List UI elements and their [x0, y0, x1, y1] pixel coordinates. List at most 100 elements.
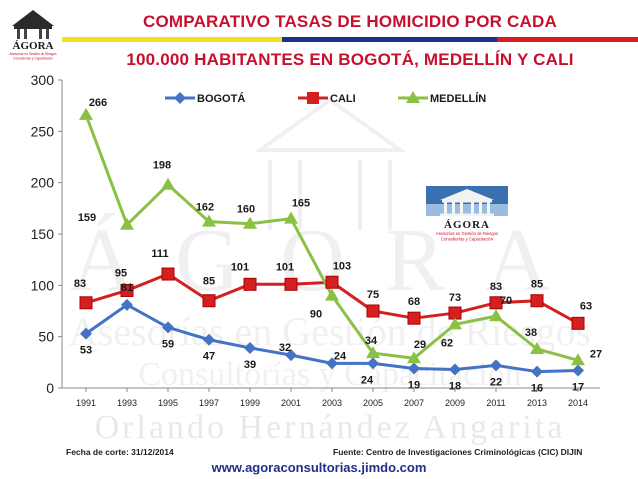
data-label-medellin: 70: [500, 295, 512, 307]
point-cali: [161, 267, 175, 281]
data-label-medellin: 266: [89, 97, 107, 109]
data-label-cali: 85: [531, 279, 543, 291]
point-medellin: [407, 351, 421, 364]
point-medellin: [120, 217, 134, 230]
data-label-bogota: 53: [80, 345, 92, 357]
point-cali: [530, 294, 544, 308]
point-bogota: [531, 365, 543, 378]
data-label-bogota: 18: [449, 381, 461, 393]
data-label-bogota: 19: [408, 379, 420, 391]
point-cali: [284, 277, 298, 291]
x-tick-label: 2005: [363, 398, 383, 408]
logo-top-name: ÁGORA: [13, 40, 54, 52]
data-label-medellin: 165: [292, 198, 310, 210]
point-medellin: [448, 317, 462, 330]
legend-marker-cali: [307, 92, 319, 104]
point-medellin: [366, 346, 380, 359]
point-medellin: [571, 353, 585, 366]
data-label-medellin: 90: [310, 309, 322, 321]
point-cali: [120, 283, 134, 297]
y-tick-label: 150: [31, 226, 55, 242]
x-tick-label: 2011: [486, 398, 505, 408]
data-label-cali: 101: [276, 261, 294, 273]
data-label-cali: 63: [580, 300, 592, 312]
y-tick-label: 250: [31, 123, 55, 139]
agora-logo-top: ÁGORA Asesorías en Gestión de Riesgos Co…: [4, 4, 62, 62]
x-tick-label: 2013: [527, 398, 547, 408]
data-label-cali: 83: [74, 278, 86, 290]
data-label-medellin: 162: [196, 202, 214, 214]
data-label-cali: 101: [231, 261, 249, 273]
chart-title-line1: COMPARATIVO TASAS DE HOMICIDIO POR CADA: [143, 12, 557, 31]
point-cali: [325, 275, 339, 289]
legend-label-cali: CALI: [330, 93, 356, 105]
point-bogota: [326, 357, 338, 370]
header-band-yellow: [62, 37, 282, 42]
data-label-bogota: 16: [531, 383, 543, 395]
data-label-cali: 103: [333, 260, 351, 272]
x-tick-label: 2014: [568, 398, 588, 408]
point-medellin: [202, 214, 216, 227]
chart-title-line2: 100.000 HABITANTES EN BOGOTÁ, MEDELLÍN Y…: [126, 50, 574, 69]
data-label-medellin: 62: [441, 337, 453, 349]
x-tick-label: 2001: [281, 398, 301, 408]
data-label-bogota: 59: [162, 338, 174, 350]
data-label-cali: 111: [151, 248, 168, 260]
point-medellin: [79, 107, 93, 120]
data-label-cali: 73: [449, 292, 461, 304]
point-bogota: [408, 362, 420, 375]
watermark-agora: ÁGORA: [70, 211, 590, 310]
data-label-bogota: 32: [279, 342, 291, 354]
point-cali: [489, 296, 503, 310]
x-tick-label: 1995: [158, 398, 178, 408]
data-label-bogota: 24: [334, 350, 347, 362]
footnote-source: Fuente: Centro de Investigaciones Crimin…: [333, 447, 583, 457]
x-tick-label: 1991: [76, 398, 96, 408]
watermark-author: Orlando Hernández Angarita: [95, 409, 566, 446]
data-label-cali: 68: [408, 296, 420, 308]
data-label-bogota: 22: [490, 376, 502, 388]
x-tick-label: 1999: [240, 398, 260, 408]
chart-data-labels: 53 81 59 47 39 32 24 24 19 18 22 16 17 83 95 111 85 101 10…: [74, 97, 602, 395]
legend-label-medellin: MEDELLÍN: [430, 92, 486, 105]
data-label-medellin: 38: [525, 327, 537, 339]
data-label-medellin: 198: [153, 160, 171, 172]
point-bogota: [285, 349, 297, 362]
data-label-medellin: 29: [414, 339, 426, 351]
data-label-cali: 95: [115, 267, 127, 279]
y-tick-label: 0: [46, 380, 54, 396]
website-url: www.agoraconsultorias.jimdo.com: [211, 460, 427, 475]
watermark-building: [253, 97, 407, 230]
x-tick-label: 2003: [322, 398, 342, 408]
point-bogota: [367, 357, 379, 370]
data-label-cali: 83: [490, 281, 502, 293]
point-cali: [407, 311, 421, 325]
x-tick-label: 2009: [445, 398, 465, 408]
y-tick-label: 50: [38, 329, 54, 345]
point-cali: [79, 296, 93, 310]
point-cali: [448, 306, 462, 320]
point-bogota: [244, 341, 256, 354]
agora-logo-mid: ÁGORA Asesorías en Gestión de Riesgos Co…: [426, 186, 508, 242]
point-bogota: [121, 298, 133, 311]
y-tick-label: 200: [31, 175, 55, 191]
point-cali: [571, 316, 585, 330]
data-label-bogota: 81: [121, 282, 133, 294]
point-cali: [243, 277, 257, 291]
header-band-red: [497, 37, 638, 42]
point-medellin: [325, 288, 339, 301]
point-bogota: [490, 359, 502, 372]
data-label-cali: 75: [367, 289, 379, 301]
point-bogota: [80, 327, 92, 340]
point-medellin: [530, 341, 544, 354]
x-tick-label: 1993: [117, 398, 137, 408]
data-label-bogota: 39: [244, 359, 256, 371]
point-bogota: [203, 333, 215, 346]
data-label-medellin: 27: [590, 348, 602, 360]
point-medellin: [284, 211, 298, 224]
legend-label-bogota: BOGOTÁ: [197, 92, 245, 105]
header-band-blue: [282, 37, 497, 42]
logo-top-subtitle: Asesorías en Gestión de Riesgos: [9, 52, 57, 56]
